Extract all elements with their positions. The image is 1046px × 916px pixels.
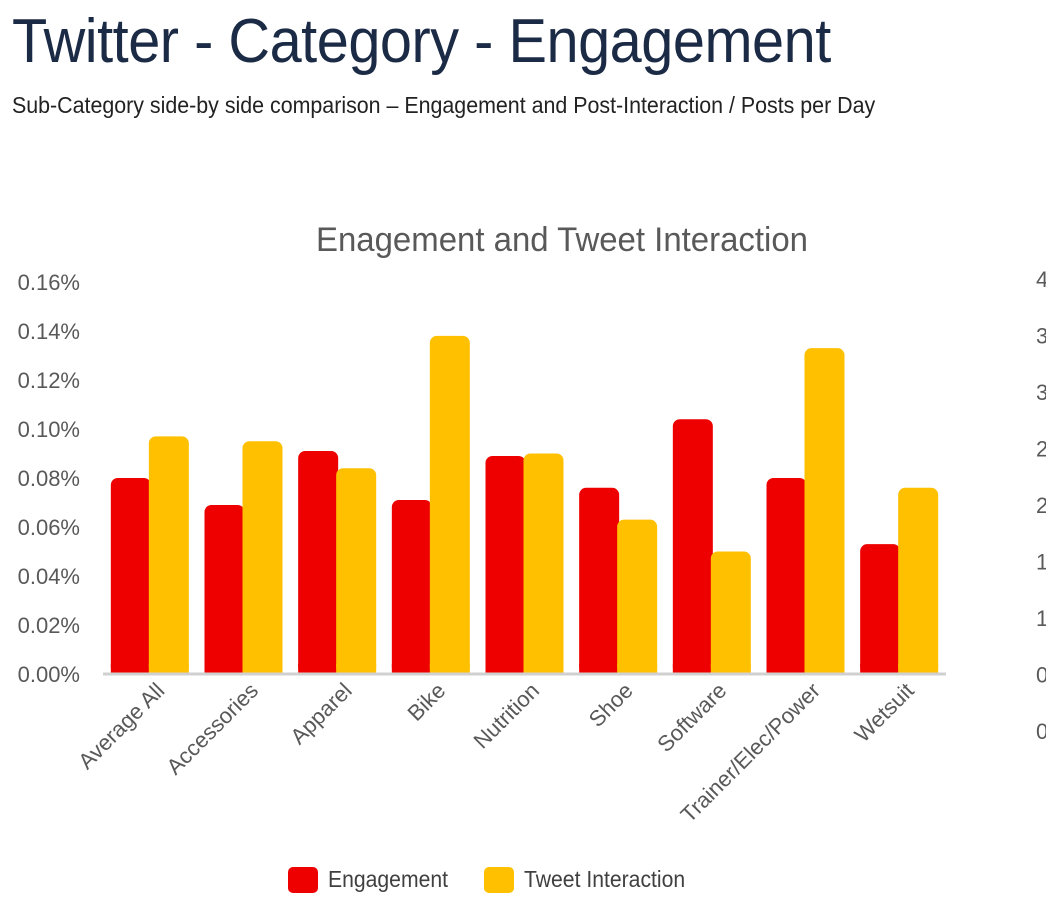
bar-engagement-average-all — [110, 478, 151, 674]
page-subtitle: Sub-Category side-by side comparison – E… — [12, 92, 876, 118]
bar-base-engagement-wetsuit — [860, 664, 901, 674]
x-tick-label: Shoe — [584, 678, 638, 732]
bar-base-engagement-trainer-elec-power — [766, 664, 807, 674]
chart-legend: Engagement Tweet Interaction — [288, 866, 726, 893]
legend-label-engagement: Engagement — [328, 866, 449, 892]
bar-engagement-bike — [391, 500, 432, 674]
bar-base-tweet-interaction-bike — [429, 664, 470, 674]
y-tick-label: 0.06% — [18, 515, 80, 540]
bar-tweet-interaction-apparel — [336, 468, 377, 674]
bar-base-tweet-interaction-apparel — [336, 664, 377, 674]
legend-item-engagement[interactable]: Engagement — [288, 866, 458, 893]
bar-tweet-interaction-accessories — [242, 441, 283, 674]
bar-tweet-interaction-trainer-elec-power — [804, 348, 845, 674]
secondary-y-tick-label: 4 — [1036, 267, 1046, 292]
bar-tweet-interaction-software — [710, 551, 751, 674]
bar-base-engagement-accessories — [204, 664, 245, 674]
bar-engagement-nutrition — [485, 455, 526, 674]
bar-tweet-interaction-shoe — [617, 519, 658, 674]
y-tick-label: 0.14% — [18, 319, 80, 344]
y-tick-label: 0.12% — [18, 368, 80, 393]
secondary-y-tick-label: 0 — [1036, 663, 1046, 688]
legend-swatch-tweet-interaction — [484, 866, 515, 893]
secondary-y-tick-label: 2 — [1036, 493, 1046, 518]
bar-base-tweet-interaction-shoe — [617, 664, 658, 674]
chart-title: Enagement and Tweet Interaction — [316, 221, 808, 259]
bar-base-tweet-interaction-wetsuit — [898, 664, 939, 674]
bar-base-engagement-bike — [391, 664, 432, 674]
bar-base-tweet-interaction-trainer-elec-power — [804, 664, 845, 674]
secondary-y-tick-label: 3 — [1036, 380, 1046, 405]
x-tick-label: Bike — [402, 678, 450, 726]
secondary-y-tick-label: 3 — [1036, 324, 1046, 349]
y-tick-label: 0.02% — [18, 613, 80, 638]
x-tick-label: Wetsuit — [849, 678, 918, 747]
bar-base-engagement-apparel — [298, 664, 339, 674]
x-tick-label: Accessories — [161, 678, 263, 780]
bar-base-engagement-nutrition — [485, 664, 526, 674]
bar-engagement-wetsuit — [860, 544, 901, 674]
y-tick-label: 0.16% — [18, 270, 80, 295]
bar-base-tweet-interaction-software — [710, 664, 751, 674]
legend-label-tweet-interaction: Tweet Interaction — [524, 866, 686, 892]
secondary-y-tick-label: 1 — [1036, 550, 1046, 575]
y-tick-label: 0.00% — [18, 662, 80, 687]
bar-base-tweet-interaction-accessories — [242, 664, 283, 674]
bar-engagement-apparel — [298, 451, 339, 674]
secondary-y-tick-label: 0 — [1036, 719, 1046, 744]
bar-base-engagement-shoe — [579, 664, 620, 674]
secondary-y-tick-label: 1 — [1036, 606, 1046, 631]
bar-engagement-software — [672, 419, 713, 674]
x-tick-label: Average All — [73, 678, 169, 774]
bar-engagement-trainer-elec-power — [766, 478, 807, 674]
x-tick-label: Apparel — [285, 678, 356, 749]
bar-engagement-accessories — [204, 504, 245, 674]
bar-base-engagement-average-all — [110, 664, 151, 674]
y-tick-label: 0.10% — [18, 417, 80, 442]
bar-tweet-interaction-wetsuit — [898, 487, 939, 674]
page-title: Twitter - Category - Engagement — [12, 7, 831, 76]
bar-tweet-interaction-bike — [429, 335, 470, 674]
bar-engagement-shoe — [579, 487, 620, 674]
bar-tweet-interaction-nutrition — [523, 453, 564, 674]
secondary-y-tick-label: 2 — [1036, 437, 1046, 462]
x-tick-label: Nutrition — [468, 678, 544, 754]
bar-base-tweet-interaction-nutrition — [523, 664, 564, 674]
y-tick-label: 0.08% — [18, 466, 80, 491]
legend-item-tweet-interaction[interactable]: Tweet Interaction — [484, 866, 699, 893]
bar-base-tweet-interaction-average-all — [148, 664, 189, 674]
bar-tweet-interaction-average-all — [148, 436, 189, 674]
legend-swatch-engagement — [288, 866, 318, 893]
x-tick-label: Software — [652, 678, 731, 757]
y-tick-label: 0.04% — [18, 564, 80, 589]
bar-base-engagement-software — [672, 664, 713, 674]
